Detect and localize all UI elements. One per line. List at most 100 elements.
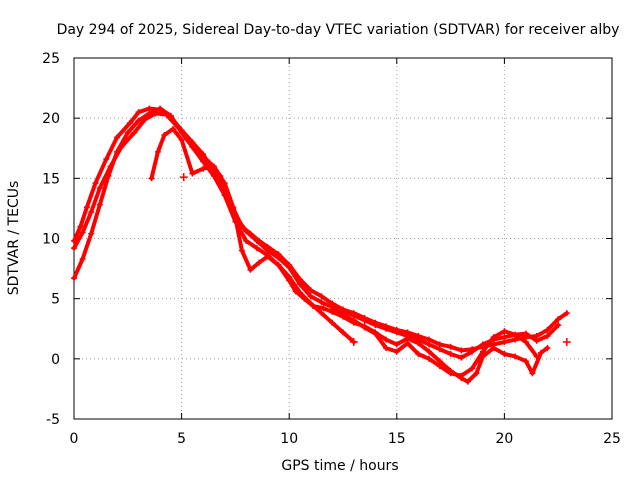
data-point [154, 148, 161, 155]
data-point [307, 287, 314, 294]
data-point [404, 340, 411, 347]
data-point [533, 353, 540, 360]
data-point [544, 326, 551, 333]
data-point [555, 316, 562, 323]
data-point [522, 358, 529, 365]
data-point [350, 317, 357, 324]
data-point [292, 288, 299, 295]
data-point [473, 370, 480, 377]
data-point [426, 355, 433, 362]
data-point [210, 163, 217, 170]
data-point [275, 261, 282, 268]
data-point [77, 223, 84, 230]
data-point [200, 165, 207, 172]
outlier-point [349, 337, 358, 346]
data-point [135, 117, 142, 124]
data-point [221, 192, 228, 199]
data-point [415, 340, 422, 347]
series-line-trace-b [72, 111, 561, 360]
y-tick-label: 0 [51, 352, 60, 368]
y-tick-label: 5 [51, 292, 60, 308]
data-point [161, 132, 168, 139]
data-point [361, 324, 368, 331]
data-point [426, 341, 433, 348]
data-point [103, 156, 110, 163]
data-point [501, 328, 508, 335]
data-point [253, 237, 260, 244]
data-point [555, 322, 562, 329]
data-point [167, 112, 174, 119]
y-tick-label: -5 [46, 412, 60, 428]
y-tick-label: 25 [42, 51, 60, 67]
data-series [71, 105, 571, 385]
y-tick-label: 15 [42, 171, 60, 187]
data-point [114, 148, 121, 155]
data-point [200, 158, 207, 165]
data-point [148, 175, 155, 182]
data-point [264, 253, 271, 260]
data-point [522, 338, 529, 345]
data-point [206, 159, 213, 166]
data-point [383, 336, 390, 343]
data-point [124, 129, 131, 136]
data-point [178, 129, 185, 136]
x-tick-label: 0 [70, 431, 79, 447]
data-point [544, 332, 551, 339]
data-point [447, 343, 454, 350]
x-tick-label: 15 [388, 431, 406, 447]
data-point [372, 322, 379, 329]
data-point [221, 180, 228, 187]
data-point [114, 134, 121, 141]
data-point [92, 180, 99, 187]
data-point [309, 302, 316, 309]
data-point [286, 277, 293, 284]
x-tick-label: 5 [177, 431, 186, 447]
data-point [253, 245, 260, 252]
data-point [393, 341, 400, 348]
data-point [393, 329, 400, 336]
data-point [275, 254, 282, 261]
data-point [96, 201, 103, 208]
data-point [320, 305, 327, 312]
data-point [189, 170, 196, 177]
data-point [415, 351, 422, 358]
data-point [426, 348, 433, 355]
data-point [96, 184, 103, 191]
data-point [301, 295, 308, 302]
data-point [126, 119, 133, 126]
data-point [383, 345, 390, 352]
x-tick-label: 25 [603, 431, 621, 447]
data-point [243, 237, 250, 244]
data-point [340, 312, 346, 319]
data-point [247, 266, 254, 273]
data-point [189, 144, 196, 151]
data-point [88, 209, 95, 216]
data-point [544, 345, 551, 352]
data-point [361, 317, 368, 324]
data-point [490, 334, 497, 341]
data-point [458, 347, 465, 354]
y-tick-label: 20 [42, 111, 60, 127]
data-point [318, 310, 325, 317]
chart-title: Day 294 of 2025, Sidereal Day-to-day VTE… [57, 22, 620, 38]
data-point [458, 372, 465, 379]
data-point [479, 348, 486, 355]
data-point [469, 365, 476, 372]
data-point [230, 204, 237, 211]
outlier-point [562, 337, 571, 346]
data-point [131, 129, 138, 136]
data-point [383, 325, 390, 332]
data-point [178, 136, 185, 143]
data-point [83, 204, 90, 211]
data-point [105, 172, 112, 179]
x-tick-label: 20 [495, 431, 513, 447]
data-point [464, 378, 471, 385]
data-point [318, 293, 325, 300]
data-point [479, 341, 486, 348]
data-point [436, 346, 443, 353]
data-point [146, 110, 153, 117]
data-point [79, 255, 86, 262]
data-point [329, 306, 336, 313]
data-point [469, 348, 476, 355]
